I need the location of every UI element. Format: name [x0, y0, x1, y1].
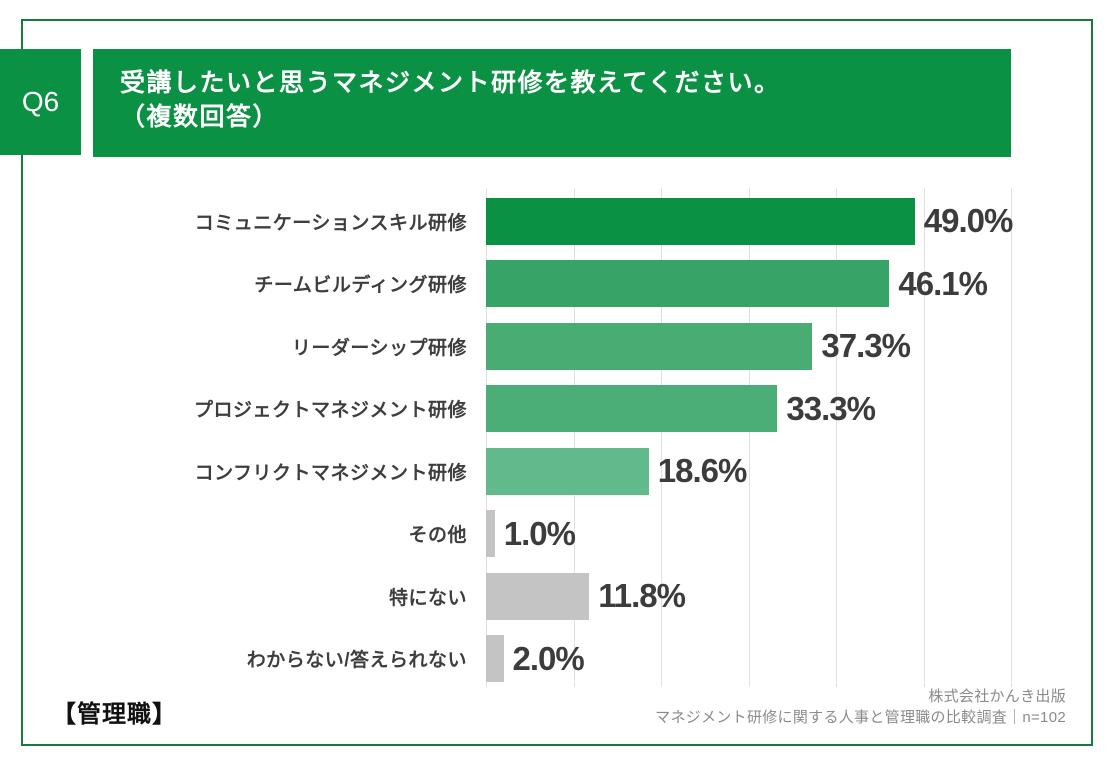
gridline-10 — [573, 188, 575, 687]
gridline-60 — [1011, 188, 1012, 687]
value-label: 33.3% — [786, 389, 876, 427]
question-number-label: Q6 — [21, 86, 60, 117]
chart-row: 特にない 11.8% — [0, 565, 1109, 628]
source-survey-name: マネジメント研修に関する人事と管理職の比較調査｜n=102 — [655, 709, 1066, 726]
category-label: コミュニケーションスキル研修 — [194, 212, 467, 234]
category-label: 特にない — [388, 587, 467, 609]
chart-row: わからない/答えられない 2.0% — [0, 628, 1109, 691]
gridline-50 — [923, 188, 925, 687]
gridline-30 — [748, 188, 750, 687]
chart-row: コミュニケーションスキル研修 49.0% — [0, 190, 1109, 253]
value-label: 49.0% — [923, 202, 1014, 240]
category-label: リーダーシップ研修 — [291, 337, 467, 359]
survey-source-note: 株式会社かんき出版 マネジメント研修に関する人事と管理職の比較調査｜n=102 — [655, 686, 1066, 728]
value-label: 2.0% — [512, 639, 585, 677]
category-label: わからない/答えられない — [246, 650, 467, 672]
chart-row: リーダーシップ研修 37.3% — [0, 315, 1109, 378]
bar-chart: コミュニケーションスキル研修 49.0% チームビルディング研修 46.1% リーダーシ… — [0, 190, 1109, 690]
gridline-0 — [486, 188, 487, 687]
respondent-group-label: 【管理職】 — [52, 701, 177, 728]
bar — [486, 197, 915, 245]
bar — [486, 260, 890, 308]
question-number-badge: Q6 — [0, 49, 81, 155]
bar — [486, 635, 504, 683]
gridline-40 — [836, 188, 837, 687]
value-label: 37.3% — [821, 327, 911, 365]
bar — [486, 510, 495, 558]
category-label: コンフリクトマネジメント研修 — [194, 462, 467, 484]
value-label: 46.1% — [898, 264, 988, 302]
source-company: 株式会社かんき出版 — [928, 688, 1066, 705]
value-label: 18.6% — [657, 452, 748, 490]
bar — [486, 385, 778, 433]
value-label: 1.0% — [503, 514, 576, 552]
chart-gridlines — [486, 188, 1013, 687]
question-title-line1: 受講したいと思うマネジメント研修を教えてください。 — [120, 69, 781, 97]
page-border-frame — [21, 19, 1093, 746]
value-label: 11.8% — [598, 577, 686, 615]
bar — [486, 447, 649, 495]
question-title-bar: 受講したいと思うマネジメント研修を教えてください。 （複数回答） — [93, 49, 1011, 157]
question-title-line2: （複数回答） — [120, 103, 280, 131]
chart-row: その他 1.0% — [0, 503, 1109, 566]
bar — [486, 572, 590, 620]
category-label: チームビルディング研修 — [254, 275, 467, 297]
chart-row: コンフリクトマネジメント研修 18.6% — [0, 440, 1109, 503]
chart-row: プロジェクトマネジメント研修 33.3% — [0, 378, 1109, 441]
category-label: プロジェクトマネジメント研修 — [193, 400, 467, 422]
gridline-20 — [661, 188, 662, 687]
chart-row: チームビルディング研修 46.1% — [0, 253, 1109, 316]
bar — [486, 322, 813, 370]
category-label: その他 — [408, 525, 467, 547]
